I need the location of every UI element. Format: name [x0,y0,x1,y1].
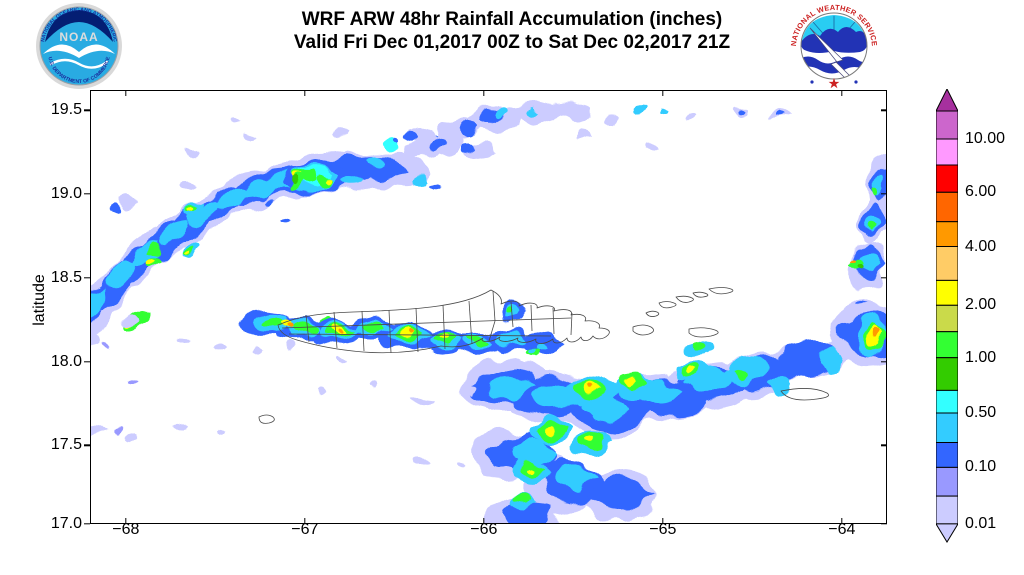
svg-text:NOAA: NOAA [59,30,98,44]
